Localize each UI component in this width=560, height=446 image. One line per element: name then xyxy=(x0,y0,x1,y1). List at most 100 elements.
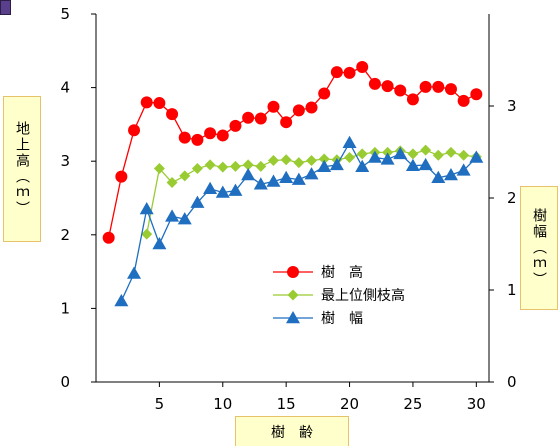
data-point xyxy=(457,94,470,107)
data-point xyxy=(317,159,332,172)
y-tick-label-left: 0 xyxy=(60,373,70,391)
data-point xyxy=(127,266,142,279)
series-1 xyxy=(102,60,483,244)
data-point xyxy=(241,168,256,181)
series-1-line xyxy=(108,66,477,238)
y-tick-label-right: 3 xyxy=(507,97,517,115)
data-point xyxy=(356,148,368,160)
data-point xyxy=(419,80,432,93)
data-point xyxy=(204,127,217,140)
data-point xyxy=(141,228,153,240)
data-point xyxy=(165,209,180,222)
data-point xyxy=(190,195,205,208)
data-point xyxy=(153,163,165,175)
data-point xyxy=(179,170,191,182)
data-point xyxy=(420,144,432,156)
x-axis-label: 樹 齢 xyxy=(235,416,349,446)
data-point xyxy=(204,159,216,171)
data-point xyxy=(329,157,344,171)
data-point xyxy=(394,84,407,97)
data-point xyxy=(255,160,267,172)
x-tick-label: 10 xyxy=(213,395,232,413)
data-point xyxy=(407,148,419,160)
y-axis-label-left: 地上高（ｍ） xyxy=(3,96,41,242)
data-point xyxy=(318,153,330,165)
data-point xyxy=(432,149,444,161)
data-point xyxy=(470,88,483,101)
data-point xyxy=(191,163,203,175)
data-point xyxy=(431,170,446,184)
y-tick-label-right: 2 xyxy=(507,189,517,207)
legend-marker-2 xyxy=(287,289,299,301)
data-point xyxy=(393,146,408,160)
data-point xyxy=(380,152,395,165)
x-tick-label: 25 xyxy=(403,395,422,413)
data-point xyxy=(166,177,178,189)
data-point xyxy=(229,160,241,172)
data-point xyxy=(432,80,445,93)
data-point xyxy=(292,104,305,117)
data-point xyxy=(368,77,381,90)
data-point xyxy=(356,60,369,73)
data-point xyxy=(228,183,243,196)
y-tick-label-left: 2 xyxy=(60,226,70,244)
data-point xyxy=(115,170,128,183)
x-tick-label: 20 xyxy=(340,395,359,413)
data-point xyxy=(306,154,318,166)
data-point xyxy=(443,168,458,181)
y-tick-label-right: 0 xyxy=(507,373,517,391)
data-point xyxy=(191,133,204,146)
y-tick-label-left: 5 xyxy=(60,5,70,23)
data-point xyxy=(355,159,370,172)
data-point xyxy=(102,231,115,244)
data-point xyxy=(178,131,191,144)
data-point xyxy=(469,150,484,163)
y-axis-label-right-text: 樹幅（ｍ） xyxy=(531,208,547,288)
legend-marker-3 xyxy=(286,311,300,324)
legend-label-3: 樹 幅 xyxy=(321,311,363,327)
data-point xyxy=(177,212,192,225)
data-point xyxy=(216,129,229,142)
data-point xyxy=(217,161,229,173)
corner-icon xyxy=(0,0,11,15)
data-point xyxy=(254,112,267,125)
y-tick-label-left: 3 xyxy=(60,152,70,170)
data-point xyxy=(444,83,457,96)
data-point xyxy=(266,174,281,187)
data-point xyxy=(318,87,331,100)
legend-label-2: 最上位側枝高 xyxy=(321,287,405,304)
data-point xyxy=(293,157,305,169)
data-point xyxy=(344,152,356,164)
data-point xyxy=(342,135,357,149)
data-point xyxy=(330,66,343,79)
data-point xyxy=(405,158,420,172)
data-point xyxy=(445,146,457,158)
legend-label-1: 樹 高 xyxy=(321,264,363,281)
y-tick-label-left: 4 xyxy=(60,79,70,97)
x-tick-label: 30 xyxy=(467,395,486,413)
x-axis-label-text: 樹 齢 xyxy=(271,424,313,441)
data-point xyxy=(458,149,470,161)
x-tick-label: 15 xyxy=(277,395,296,413)
data-point xyxy=(128,124,141,137)
data-point xyxy=(418,157,433,171)
data-point xyxy=(242,159,254,171)
data-point xyxy=(114,294,129,307)
data-point xyxy=(381,80,394,93)
data-point xyxy=(305,101,318,114)
data-point xyxy=(166,108,179,121)
data-point xyxy=(406,93,419,106)
data-point xyxy=(280,116,293,129)
data-point xyxy=(291,172,306,185)
data-point xyxy=(304,167,319,180)
data-point xyxy=(139,202,154,215)
data-point xyxy=(267,154,279,166)
x-tick-label: 5 xyxy=(155,395,165,413)
series-layer xyxy=(102,60,484,307)
data-point xyxy=(253,177,268,190)
data-point xyxy=(152,237,167,250)
data-point xyxy=(367,150,382,163)
y-tick-label-left: 1 xyxy=(60,299,70,317)
